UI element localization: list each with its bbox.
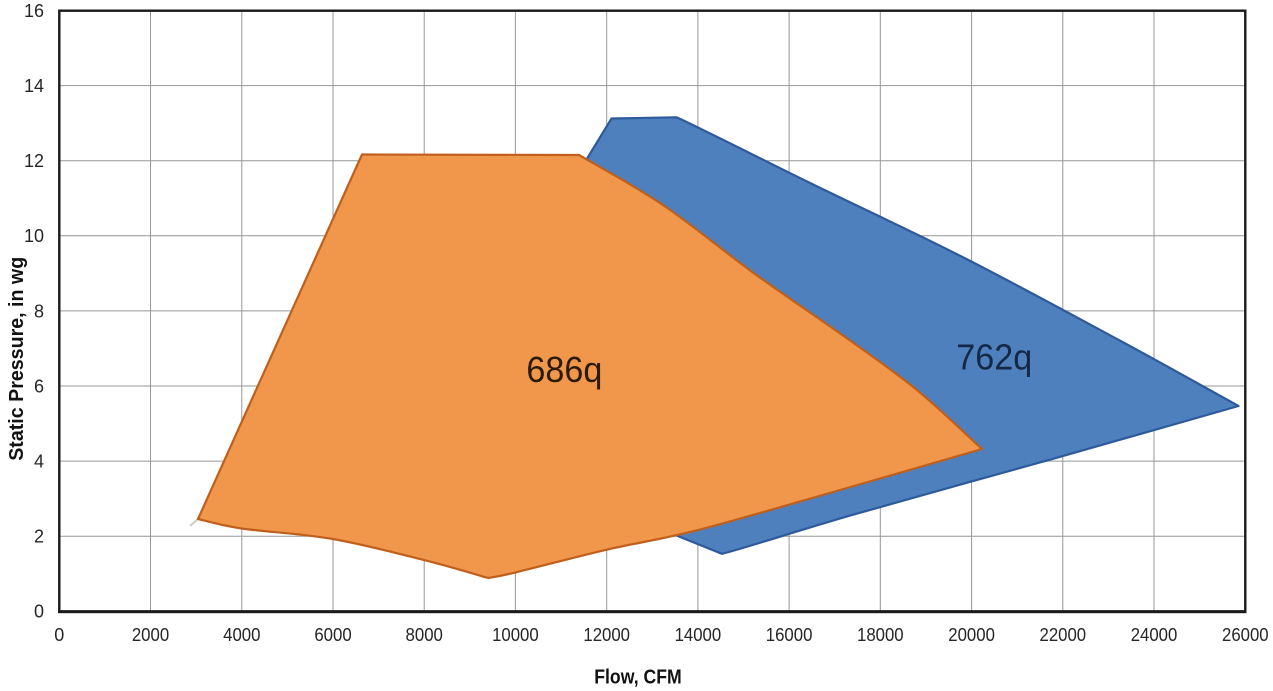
svg-text:0: 0 — [34, 602, 44, 622]
svg-text:4000: 4000 — [223, 625, 260, 645]
svg-text:14000: 14000 — [675, 625, 722, 645]
svg-text:6000: 6000 — [314, 625, 351, 645]
svg-text:8: 8 — [34, 301, 44, 321]
svg-text:2000: 2000 — [132, 625, 169, 645]
svg-text:22000: 22000 — [1040, 625, 1087, 645]
svg-text:16: 16 — [24, 1, 44, 21]
svg-text:762q: 762q — [956, 337, 1032, 378]
svg-text:Static Pressure, in wg: Static Pressure, in wg — [5, 257, 28, 461]
svg-text:18000: 18000 — [857, 625, 904, 645]
svg-text:10000: 10000 — [492, 625, 539, 645]
svg-text:12: 12 — [24, 151, 44, 171]
svg-text:8000: 8000 — [406, 625, 443, 645]
svg-text:16000: 16000 — [766, 625, 813, 645]
svg-text:14: 14 — [24, 76, 44, 96]
svg-text:12000: 12000 — [583, 625, 630, 645]
svg-text:686q: 686q — [526, 349, 602, 390]
svg-text:0: 0 — [54, 625, 64, 645]
svg-text:26000: 26000 — [1222, 625, 1269, 645]
svg-text:20000: 20000 — [948, 625, 995, 645]
svg-text:4: 4 — [34, 452, 44, 472]
svg-text:10: 10 — [24, 226, 44, 246]
svg-text:6: 6 — [34, 376, 44, 396]
svg-text:2: 2 — [34, 527, 44, 547]
svg-text:24000: 24000 — [1131, 625, 1178, 645]
svg-text:Flow, CFM: Flow, CFM — [594, 666, 682, 689]
